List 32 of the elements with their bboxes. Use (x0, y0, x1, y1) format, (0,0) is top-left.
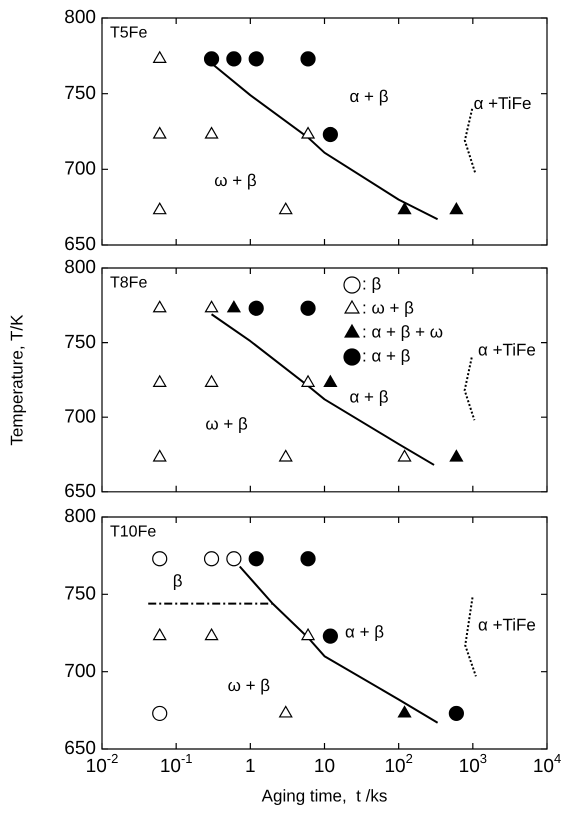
legend-label: : α + β + ω (362, 322, 444, 342)
legend-label: : β (362, 274, 382, 294)
y-tick-label: 700 (64, 660, 96, 682)
annotation: ω + β (214, 171, 257, 190)
y-tick-label: 700 (64, 406, 96, 428)
y-axis-title: Temperature, T/K (8, 314, 27, 446)
y-tick-label: 750 (64, 82, 96, 104)
annotation: ω + β (205, 414, 248, 434)
legend-label: : α + β (362, 346, 411, 366)
annotation: α + β (345, 622, 384, 642)
y-tick-label: 800 (64, 506, 96, 528)
y-tick-label: 650 (64, 234, 96, 256)
y-tick-label: 750 (64, 584, 96, 605)
annotation: α +TiFe (478, 616, 536, 635)
y-tick-label: 800 (64, 7, 96, 28)
chart-title: T8Fe (110, 274, 148, 292)
chart-title: T5Fe (110, 24, 148, 42)
y-tick-label: 700 (64, 158, 96, 180)
annotation: β (172, 572, 183, 591)
chart-title: T10Fe (110, 523, 156, 540)
x-tick-label: 10 (314, 756, 336, 778)
annotation: α + β (350, 387, 389, 406)
y-tick-label: 650 (64, 481, 96, 502)
annotation: ω + β (228, 676, 270, 696)
annotation: α +TiFe (478, 340, 536, 360)
legend-label: : ω + β (362, 298, 414, 318)
x-tick-label: 1 (245, 756, 256, 778)
y-tick-label: 800 (64, 257, 96, 278)
annotation: α +TiFe (474, 94, 532, 113)
y-tick-label: 750 (64, 332, 96, 353)
x-axis-title: Aging time, t /ks (262, 786, 388, 806)
annotation: α + β (350, 87, 389, 106)
